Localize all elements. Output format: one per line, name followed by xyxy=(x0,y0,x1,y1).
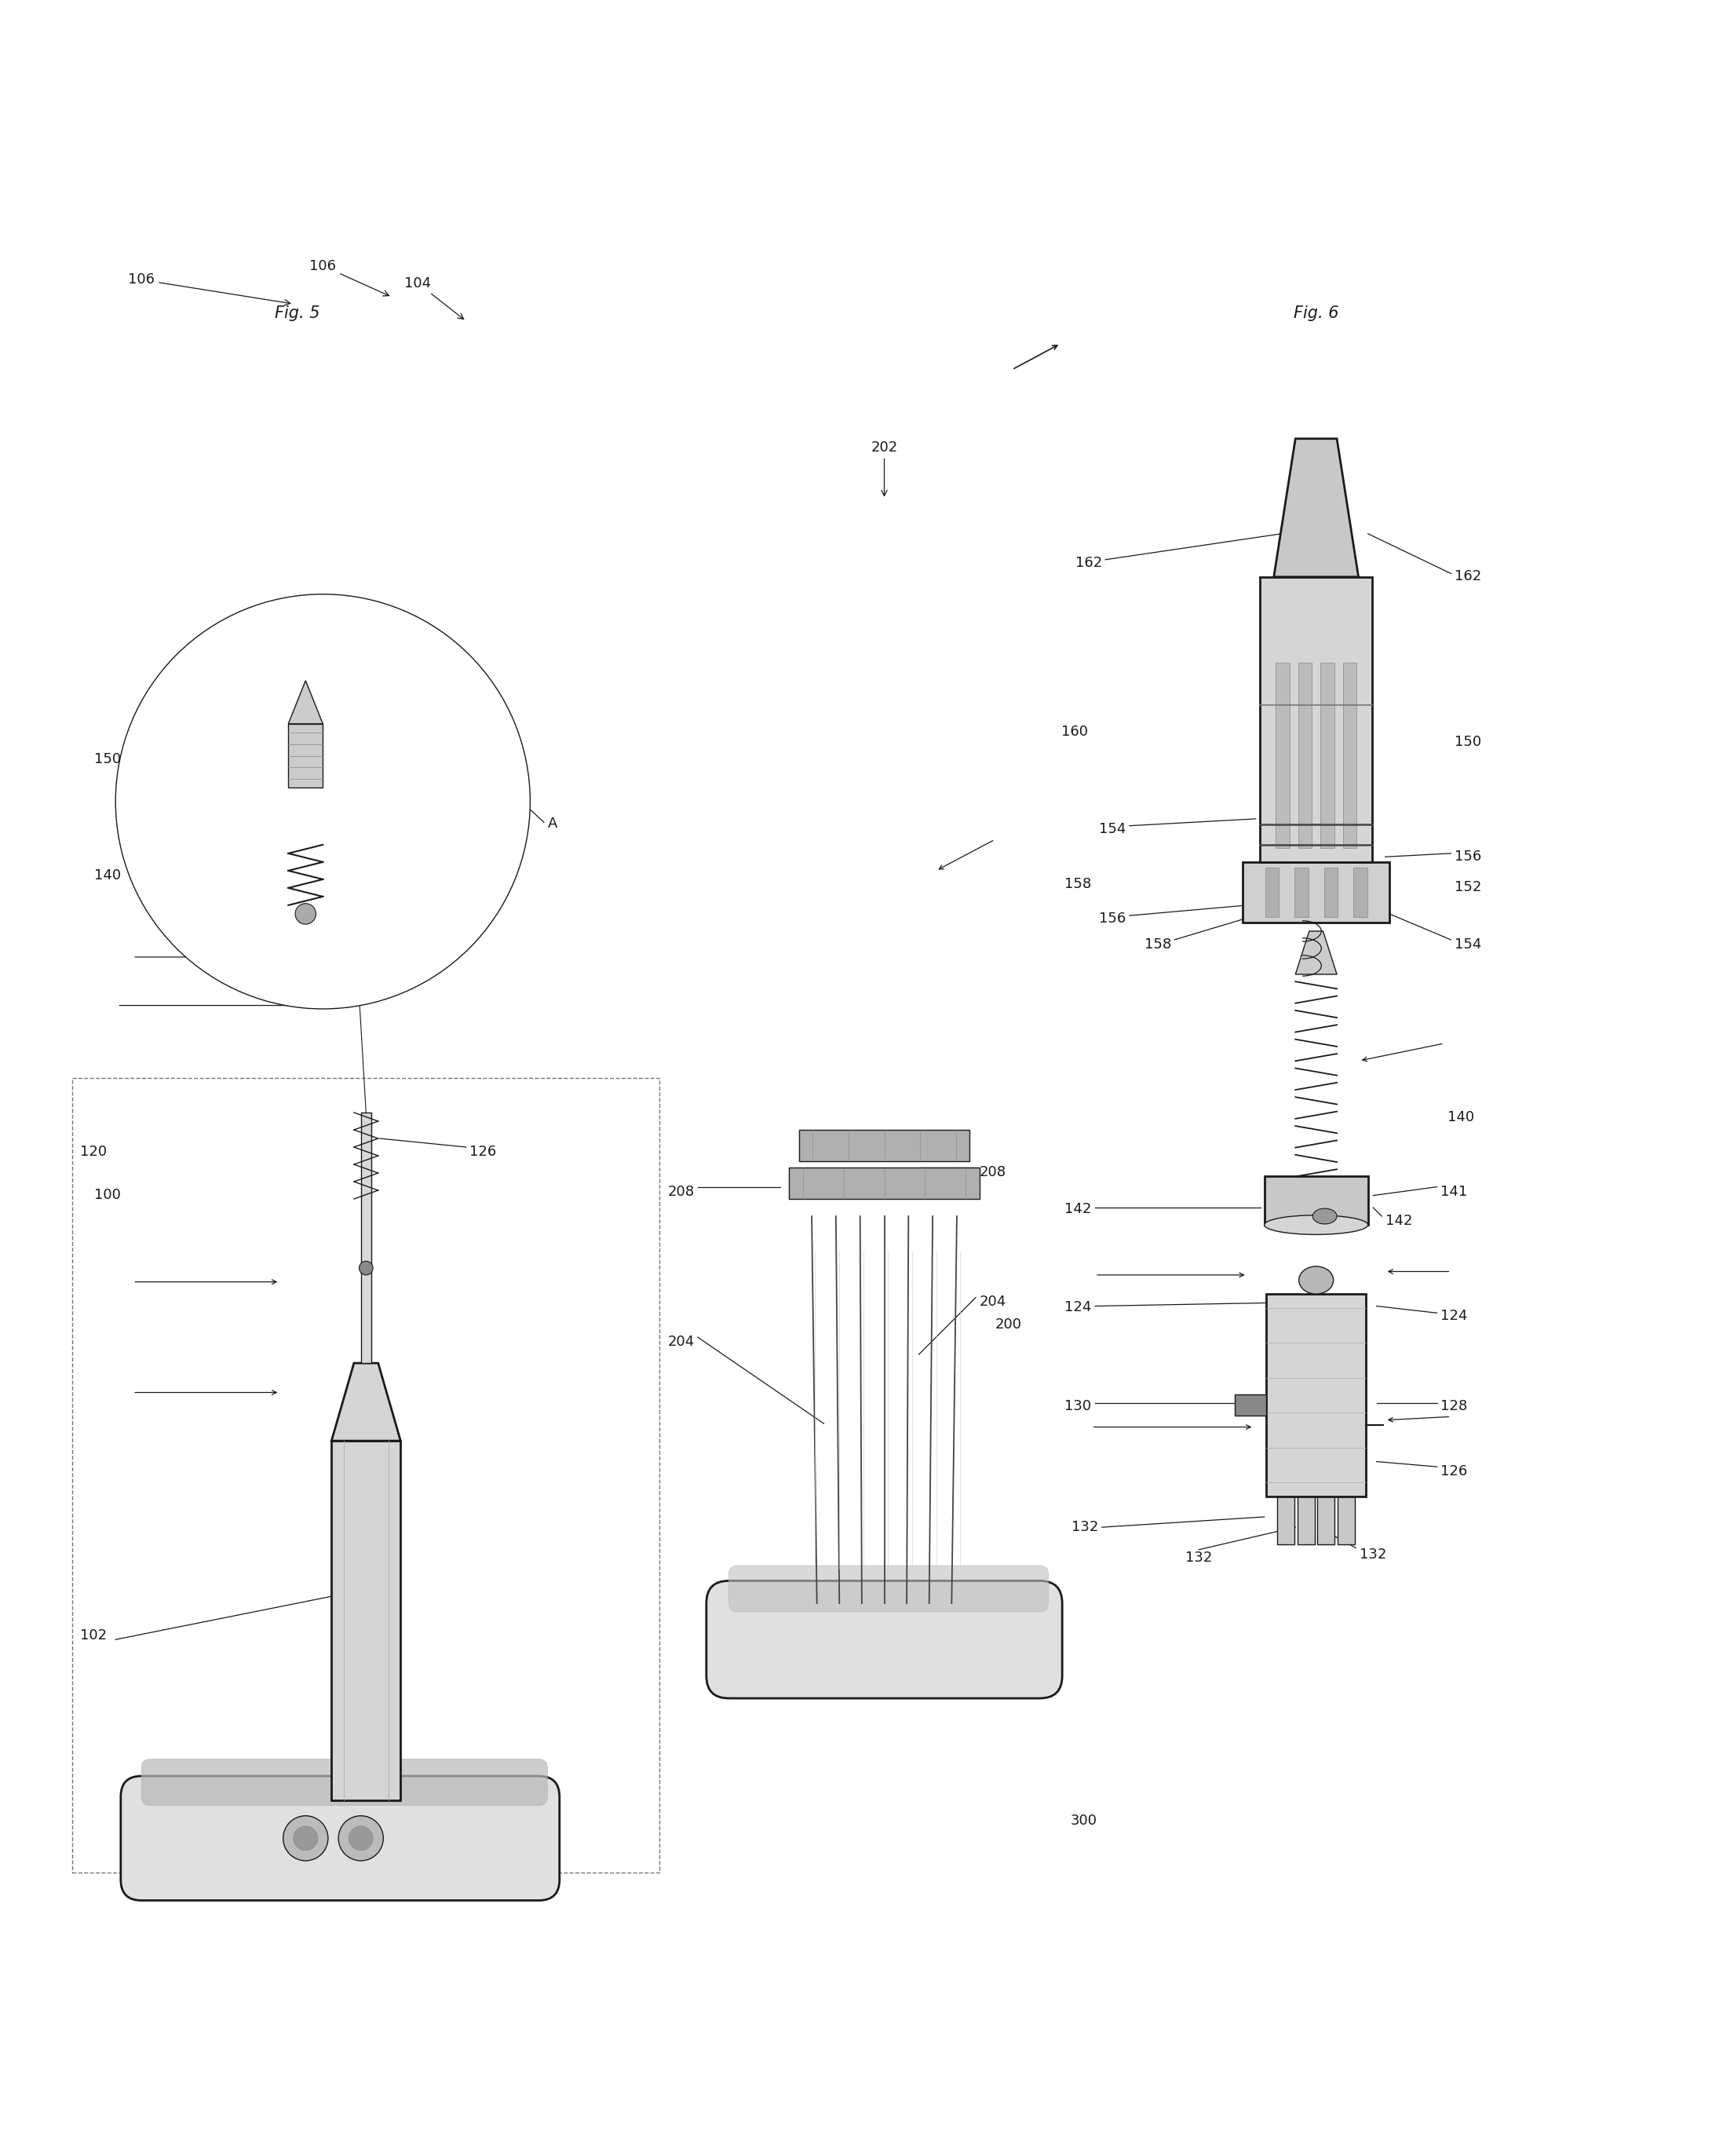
FancyBboxPatch shape xyxy=(142,1759,548,1805)
Text: 202: 202 xyxy=(870,440,898,496)
Bar xyxy=(1235,1395,1266,1416)
Text: 162: 162 xyxy=(1075,556,1101,569)
Polygon shape xyxy=(288,681,323,724)
Text: 204: 204 xyxy=(980,1296,1006,1309)
Bar xyxy=(361,1112,371,1363)
Bar xyxy=(1266,867,1280,916)
Bar xyxy=(73,1078,659,1874)
Bar xyxy=(1321,662,1333,847)
Text: Fig. 6: Fig. 6 xyxy=(1294,306,1339,321)
Bar xyxy=(1295,867,1309,916)
Circle shape xyxy=(295,903,316,925)
Text: 132: 132 xyxy=(1072,1520,1098,1533)
Bar xyxy=(1276,662,1290,847)
Text: 106: 106 xyxy=(128,272,290,306)
Bar xyxy=(1337,1496,1354,1544)
Text: 162: 162 xyxy=(1455,569,1481,584)
Text: 100: 100 xyxy=(94,1188,121,1203)
Bar xyxy=(1342,662,1356,847)
Text: 140: 140 xyxy=(94,869,121,882)
Text: 132: 132 xyxy=(1184,1550,1212,1565)
Bar xyxy=(799,1130,969,1160)
Bar xyxy=(1297,1496,1314,1544)
Bar xyxy=(288,724,323,787)
Text: 208: 208 xyxy=(980,1166,1006,1179)
Bar xyxy=(1318,1496,1335,1544)
Bar xyxy=(1261,578,1372,862)
Bar xyxy=(1266,1294,1366,1496)
Circle shape xyxy=(359,1261,373,1274)
Ellipse shape xyxy=(1264,1216,1368,1235)
Text: 142: 142 xyxy=(1065,1201,1092,1216)
Text: 300: 300 xyxy=(1072,1813,1098,1828)
Bar xyxy=(1353,867,1366,916)
Text: A: A xyxy=(548,817,557,830)
Text: 141: 141 xyxy=(1441,1184,1467,1199)
Circle shape xyxy=(116,595,531,1009)
Text: 150: 150 xyxy=(1455,735,1481,750)
Text: 104: 104 xyxy=(404,276,463,319)
Text: 140: 140 xyxy=(1448,1110,1474,1123)
Text: 158: 158 xyxy=(1065,877,1092,890)
Text: 142: 142 xyxy=(1385,1214,1411,1229)
Text: 128: 128 xyxy=(1441,1399,1467,1412)
Circle shape xyxy=(293,1826,317,1850)
Polygon shape xyxy=(1274,438,1358,578)
Text: 102: 102 xyxy=(80,1628,108,1643)
Text: 106: 106 xyxy=(309,259,388,295)
Ellipse shape xyxy=(1299,1266,1333,1294)
Text: 120: 120 xyxy=(80,1145,108,1160)
Circle shape xyxy=(349,1826,373,1850)
Bar xyxy=(331,1440,401,1800)
Text: 130: 130 xyxy=(1065,1399,1092,1412)
Text: 152: 152 xyxy=(1455,880,1481,895)
Text: 204: 204 xyxy=(668,1335,694,1350)
Text: 124: 124 xyxy=(1065,1300,1092,1315)
Bar xyxy=(1325,867,1337,916)
Text: 200: 200 xyxy=(995,1317,1021,1332)
Bar xyxy=(1243,862,1389,923)
Circle shape xyxy=(283,1815,328,1861)
Bar xyxy=(789,1169,980,1199)
Polygon shape xyxy=(1295,931,1337,975)
Text: 126: 126 xyxy=(1441,1464,1467,1479)
Text: 156: 156 xyxy=(1455,849,1481,862)
FancyBboxPatch shape xyxy=(121,1777,560,1899)
Text: 150: 150 xyxy=(94,752,121,768)
Polygon shape xyxy=(331,1363,401,1440)
Text: 132: 132 xyxy=(1359,1548,1385,1561)
Bar xyxy=(1264,1177,1368,1225)
Text: 160: 160 xyxy=(1061,724,1089,740)
Bar xyxy=(1278,1496,1295,1544)
Bar xyxy=(1299,662,1313,847)
Text: 158: 158 xyxy=(1144,938,1170,951)
Text: 126: 126 xyxy=(470,1145,496,1160)
Bar xyxy=(1283,845,1349,862)
Text: 154: 154 xyxy=(1099,821,1125,837)
Text: 156: 156 xyxy=(1099,912,1125,925)
Text: Fig. 5: Fig. 5 xyxy=(274,306,319,321)
Circle shape xyxy=(338,1815,383,1861)
Text: 124: 124 xyxy=(1441,1309,1467,1324)
Ellipse shape xyxy=(1313,1210,1337,1225)
Text: 208: 208 xyxy=(668,1184,694,1199)
Text: 154: 154 xyxy=(1455,938,1481,951)
FancyBboxPatch shape xyxy=(706,1580,1063,1699)
FancyBboxPatch shape xyxy=(728,1565,1049,1613)
